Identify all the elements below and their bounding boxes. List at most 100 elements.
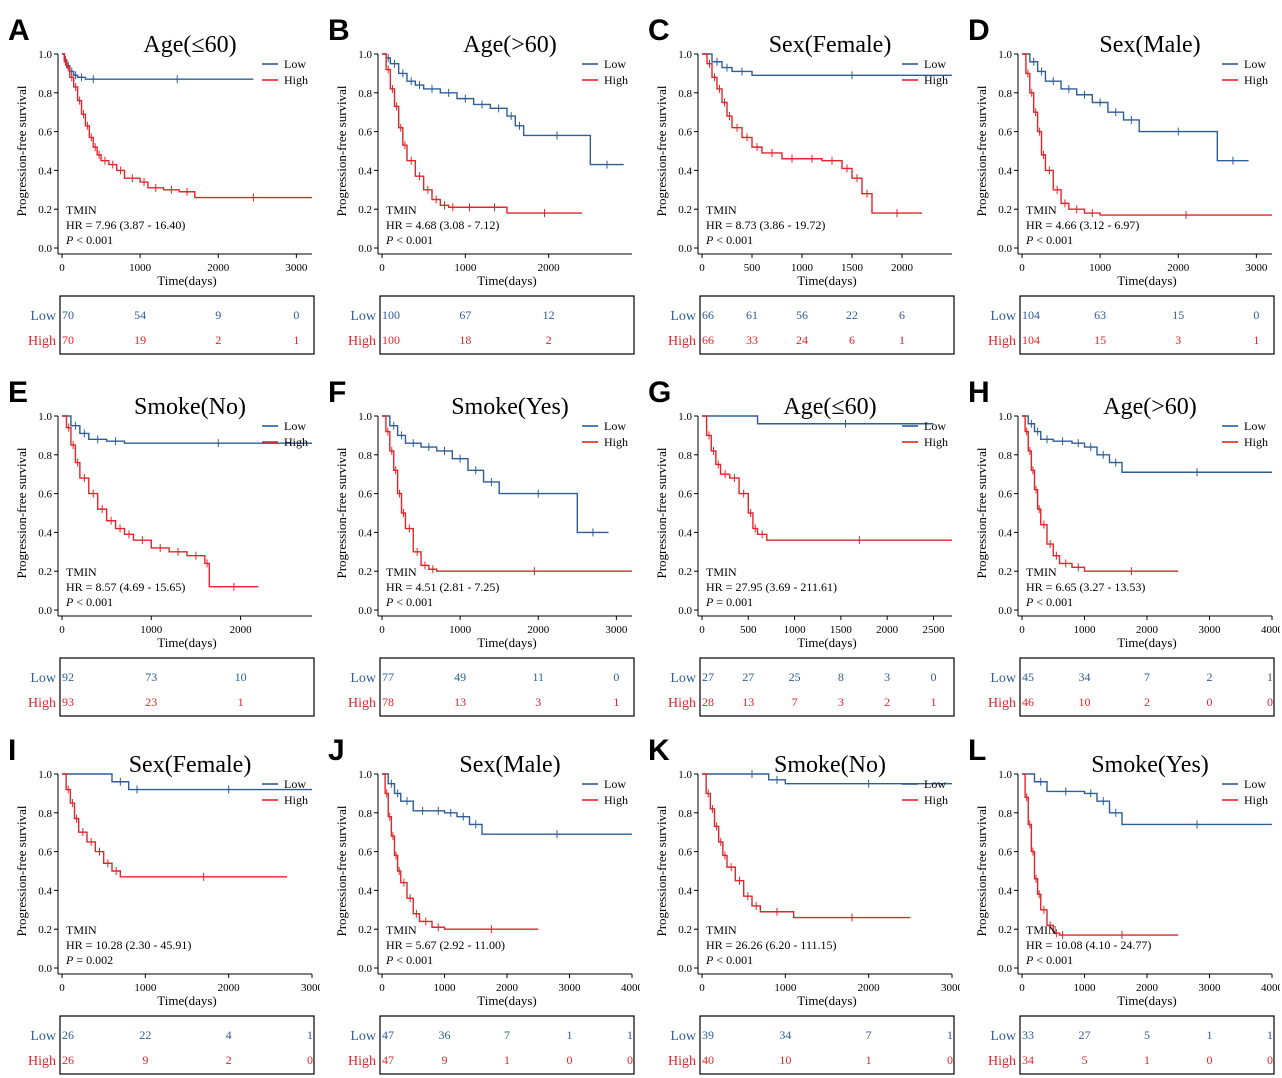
risk-count: 0 [307, 1053, 313, 1067]
risk-count: 2 [215, 333, 221, 347]
x-tick-label: 2500 [922, 624, 945, 636]
p-value: P < 0.001 [1025, 595, 1073, 609]
risk-count: 13 [454, 695, 466, 709]
legend-label-high: High [924, 73, 948, 87]
risk-row-label-high: High [988, 1054, 1016, 1069]
risk-count: 27 [702, 670, 714, 684]
km-panel-k: K Smoke(No) 0.0 0.2 0.4 0.6 0.8 1.0 0 1000 2000 300… [648, 734, 960, 1075]
p-value-text: < 0.001 [393, 233, 433, 247]
y-tick-label: 0.0 [998, 963, 1012, 975]
panel-title: Smoke(Yes) [451, 394, 569, 420]
hazard-ratio: HR = 10.08 (4.10 - 24.77) [1026, 938, 1151, 952]
x-tick-label: 2000 [1167, 262, 1190, 274]
y-tick-label: 0.4 [38, 527, 52, 539]
x-tick-label: 0 [1019, 982, 1025, 994]
risk-count: 3 [535, 695, 541, 709]
p-symbol: P [705, 953, 714, 967]
x-tick-label: 3000 [1199, 982, 1222, 994]
y-axis-label: Progression-free survival [654, 805, 669, 936]
panel-title: Sex(Female) [769, 32, 892, 58]
x-tick-label: 0 [379, 262, 385, 274]
y-axis-label: Progression-free survival [14, 85, 29, 216]
x-tick-label: 0 [1019, 624, 1025, 636]
x-tick-label: 3000 [1199, 624, 1222, 636]
y-tick-label: 0.6 [678, 489, 692, 501]
risk-count: 10 [779, 1053, 791, 1067]
p-symbol: P [705, 595, 714, 609]
risk-row-label-high: High [988, 334, 1016, 349]
x-tick-label: 4000 [1261, 982, 1280, 994]
x-axis-label: Time(days) [1117, 273, 1176, 288]
y-tick-label: 0.4 [678, 165, 692, 177]
gene-label: TMIN [1026, 923, 1057, 937]
hazard-ratio: HR = 4.66 (3.12 - 6.97) [1026, 218, 1139, 232]
risk-count: 13 [742, 695, 754, 709]
gene-label: TMIN [706, 565, 737, 579]
p-value-text: < 0.001 [713, 233, 753, 247]
risk-count: 34 [1079, 670, 1091, 684]
x-tick-label: 3000 [559, 982, 582, 994]
risk-count: 104 [1022, 308, 1040, 322]
risk-count: 66 [702, 308, 714, 322]
risk-count: 0 [293, 308, 299, 322]
y-tick-label: 0.4 [678, 885, 692, 897]
legend-label-low: Low [284, 777, 306, 791]
risk-count: 7 [1144, 670, 1150, 684]
curve-low [62, 773, 312, 791]
y-axis-label: Progression-free survival [334, 805, 349, 936]
risk-count: 6 [849, 333, 855, 347]
y-tick-label: 0.4 [38, 165, 52, 177]
y-tick-label: 0.4 [38, 885, 52, 897]
risk-count: 5 [1144, 1028, 1150, 1042]
p-value-text: < 0.001 [1033, 595, 1073, 609]
y-tick-label: 1.0 [678, 49, 692, 61]
risk-count: 3 [1175, 333, 1181, 347]
hazard-ratio: HR = 7.96 (3.87 - 16.40) [66, 218, 185, 232]
legend-label-low: Low [924, 419, 946, 433]
x-tick-label: 0 [59, 624, 65, 636]
p-symbol: P [65, 953, 74, 967]
x-tick-label: 500 [740, 624, 757, 636]
legend-label-low: Low [1244, 419, 1266, 433]
x-axis-label: Time(days) [1117, 635, 1176, 650]
risk-count: 70 [62, 308, 74, 322]
risk-count: 39 [702, 1028, 714, 1042]
legend-label-low: Low [604, 419, 626, 433]
y-tick-label: 0.8 [358, 808, 372, 820]
x-tick-label: 0 [59, 982, 65, 994]
risk-count: 27 [742, 670, 754, 684]
curve-low [382, 415, 609, 534]
y-tick-label: 0.2 [38, 924, 52, 936]
risk-count: 73 [145, 670, 157, 684]
x-tick-label: 1000 [774, 982, 797, 994]
risk-row-label-high: High [28, 334, 56, 349]
km-panel-d: D Sex(Male) 0.0 0.2 0.4 0.6 0.8 1.0 0 1000 2000 300… [968, 14, 1275, 355]
curve-low [1022, 53, 1249, 162]
y-tick-label: 1.0 [678, 769, 692, 781]
risk-row-label-low: Low [670, 1029, 697, 1044]
risk-count: 12 [543, 308, 555, 322]
risk-count: 2 [226, 1053, 232, 1067]
risk-count: 45 [1022, 670, 1034, 684]
gene-label: TMIN [706, 203, 737, 217]
y-tick-label: 0.8 [998, 808, 1012, 820]
legend-label-high: High [1244, 73, 1268, 87]
y-tick-label: 0.2 [998, 204, 1012, 216]
x-tick-label: 4000 [1261, 624, 1280, 636]
legend-label-low: Low [924, 57, 946, 71]
hazard-ratio: HR = 8.73 (3.86 - 19.72) [706, 218, 825, 232]
y-tick-label: 0.0 [38, 605, 52, 617]
risk-count: 0 [947, 1053, 953, 1067]
panel-letter: A [8, 14, 30, 47]
panel-title: Age(≤60) [783, 394, 876, 420]
hazard-ratio: HR = 27.95 (3.69 - 211.61) [706, 580, 837, 594]
y-tick-label: 0.0 [678, 963, 692, 975]
risk-row-label-low: Low [670, 671, 697, 686]
y-tick-label: 1.0 [358, 49, 372, 61]
risk-count: 47 [382, 1028, 394, 1042]
legend-label-high: High [284, 73, 308, 87]
risk-row-label-low: Low [30, 1029, 57, 1044]
x-tick-label: 1000 [784, 624, 807, 636]
km-panel-i: I Sex(Female) 0.0 0.2 0.4 0.6 0.8 1.0 0 1000 2000 3… [8, 734, 320, 1075]
